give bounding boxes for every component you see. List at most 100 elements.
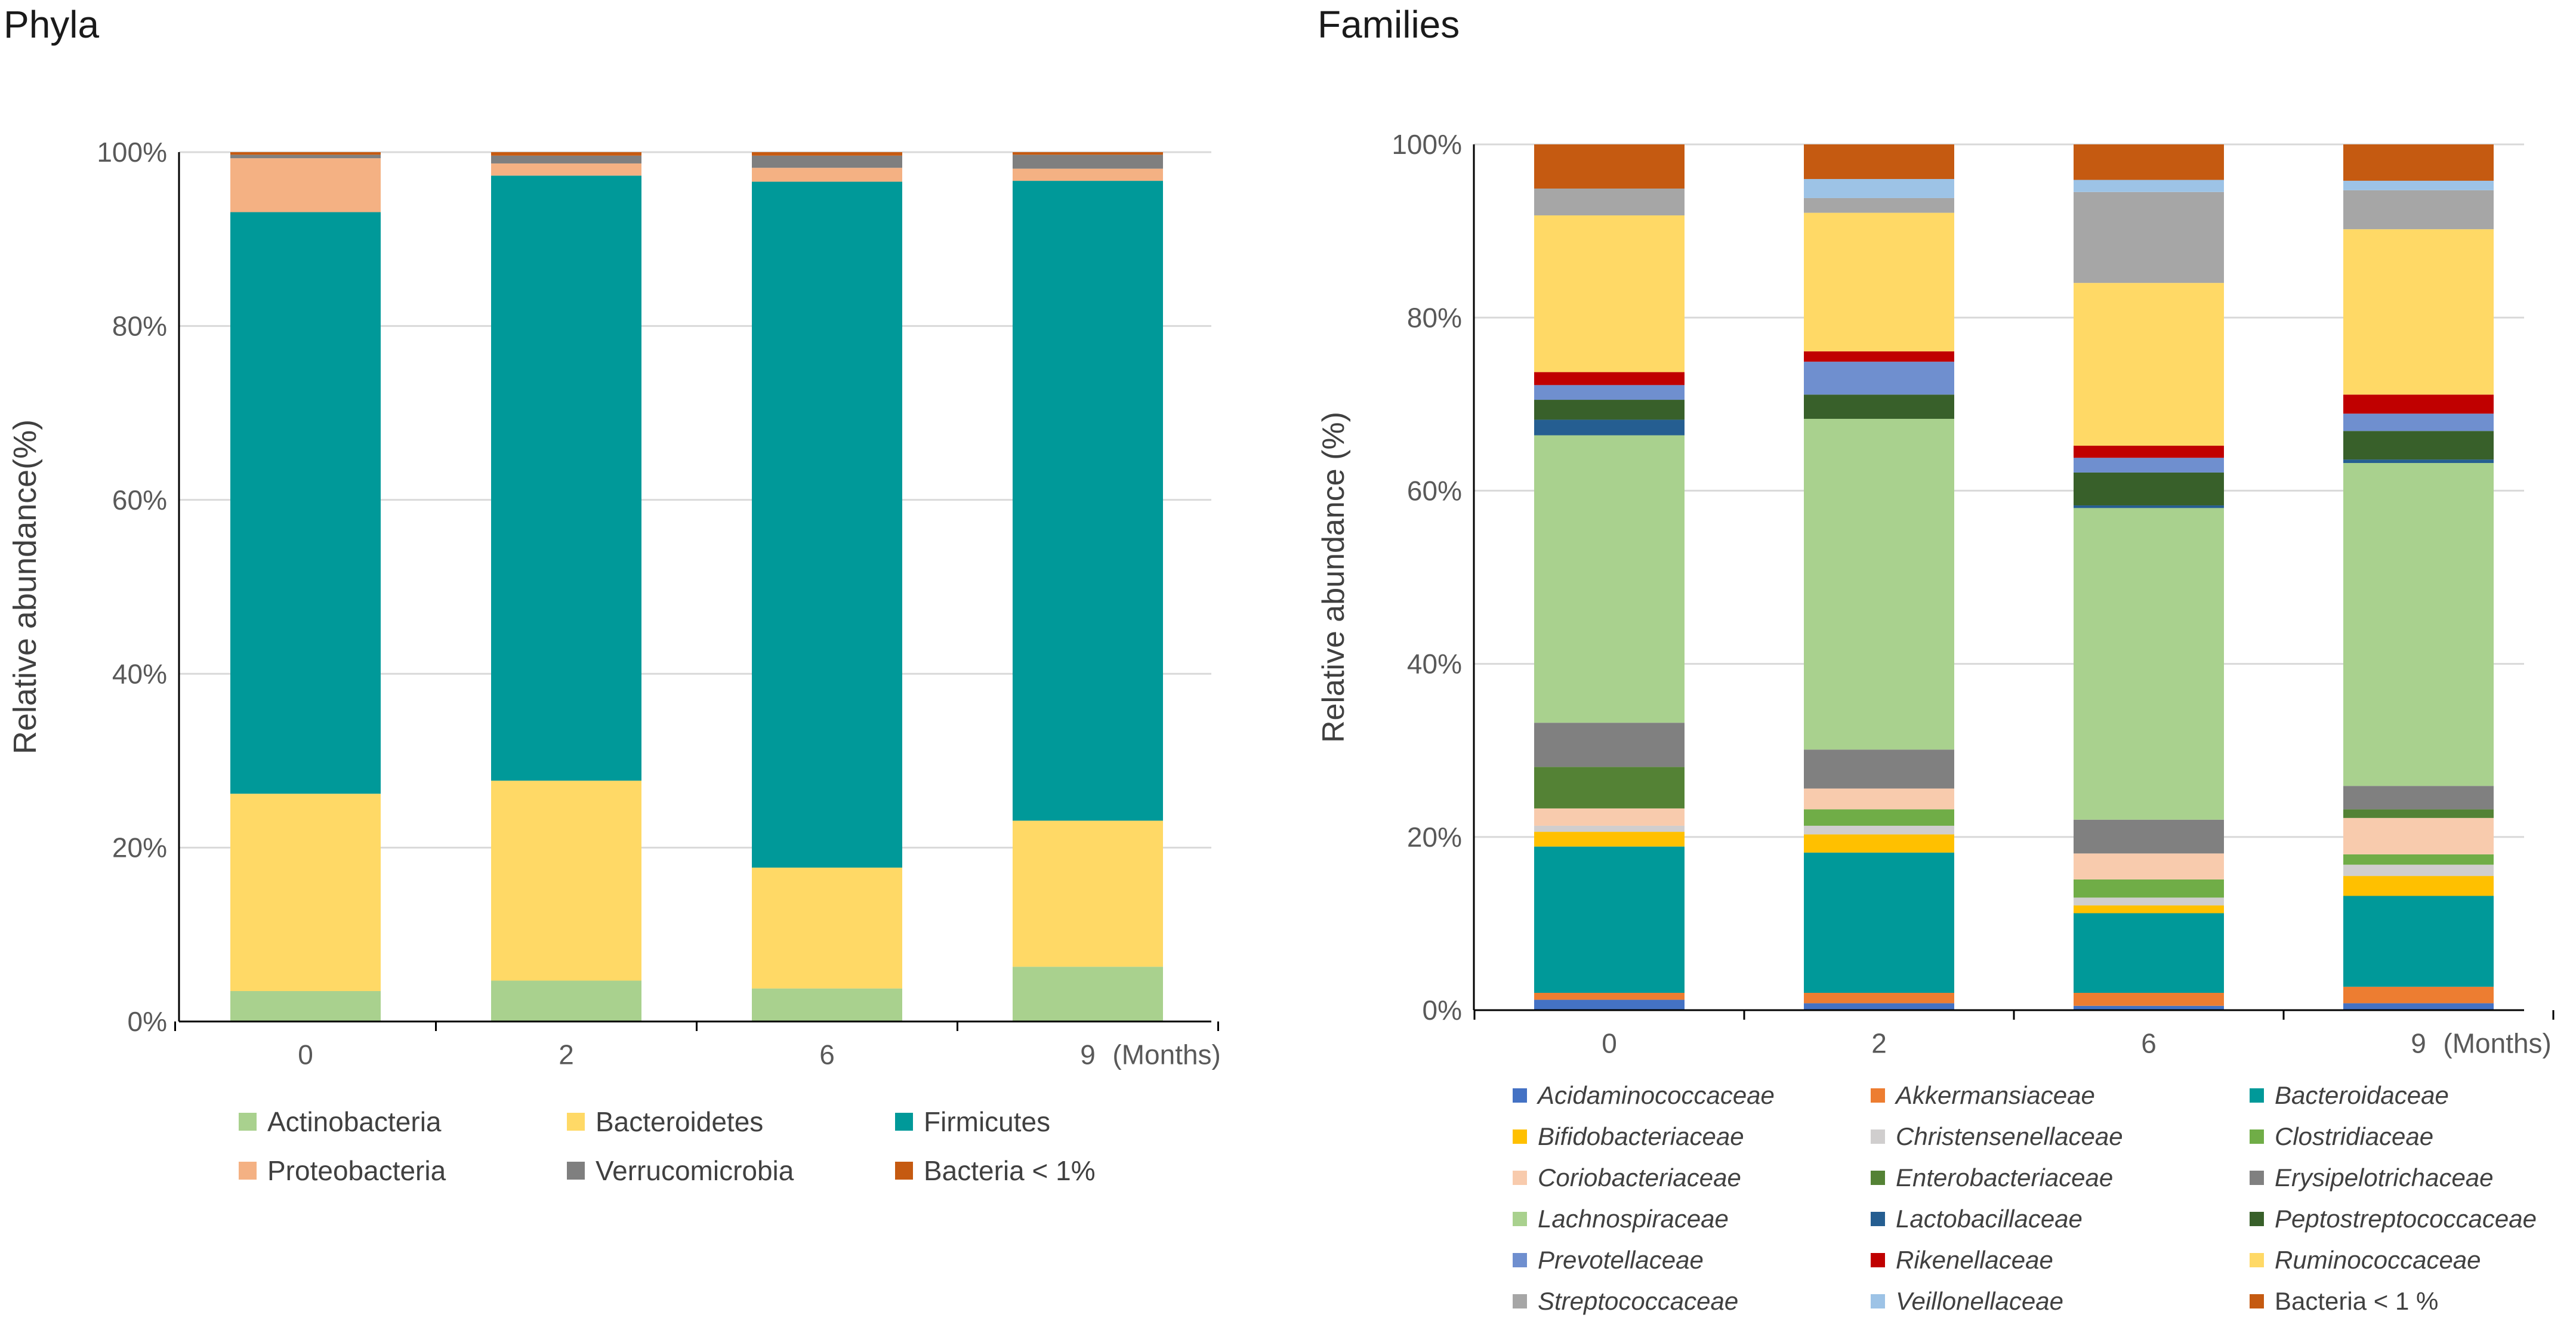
y-tick-label: 60%: [112, 484, 167, 516]
legend-item-coriobacteriaceae: Coriobacteriaceae: [1513, 1163, 1741, 1192]
bar-segment-bacteroidaceae-6: [2074, 913, 2224, 993]
legend-label: Rikenellaceae: [1896, 1246, 2053, 1274]
bar-segment-verrucomicrobia-6: [752, 155, 902, 168]
bar-segment-actinobacteria-9: [1013, 967, 1163, 1021]
legend-swatch: [2250, 1212, 2264, 1226]
legend-item-lachnospiraceae: Lachnospiraceae: [1513, 1205, 1729, 1233]
bar-segment-christensenellaceae-9: [2343, 865, 2494, 877]
bar-segment-coriobacteriaceae-0: [1534, 808, 1685, 826]
bar-segment-peptostreptococcaceae-2: [1804, 394, 1954, 419]
bar-segment-erysipelotrichaceae-2: [1804, 749, 1954, 789]
legend-swatch: [1871, 1253, 1885, 1267]
legend-swatch: [1871, 1088, 1885, 1103]
legend-swatch: [895, 1113, 913, 1131]
y-tick-label: 0%: [128, 1006, 167, 1037]
bar-segment-akkermansiaceae-6: [2074, 992, 2224, 1006]
bar-segment-verrucomicrobia-9: [1013, 155, 1163, 169]
bar-segment-bifidobacteriaceae-2: [1804, 834, 1954, 853]
legend-swatch: [2250, 1294, 2264, 1308]
legend-item-firmicutes: Firmicutes: [895, 1106, 1050, 1138]
bar-segment-bacteroidaceae-9: [2343, 896, 2494, 987]
y-tick-label: 40%: [112, 658, 167, 689]
legend-item-bacteria-1: Bacteria < 1 %: [2250, 1287, 2438, 1316]
bar-segment-erysipelotrichaceae-0: [1534, 723, 1685, 767]
legend-label: Verrucomicrobia: [596, 1155, 794, 1186]
legend-label: Streptococcaceae: [1538, 1287, 1739, 1315]
legend-swatch: [1871, 1294, 1885, 1308]
bar-segment-christensenellaceae-2: [1804, 825, 1954, 835]
legend-label: Bacteria < 1%: [924, 1155, 1096, 1186]
bar-segment-prevotellaceae-0: [1534, 385, 1685, 400]
bar-segment-rikenellaceae-6: [2074, 445, 2224, 458]
bar-segment-acidaminococcaceae-2: [1804, 1003, 1954, 1010]
phyla-chart-panel: Phyla 0% 20% 40% 60% 80% 100% 0 2 6 9 (Months) Rela…: [0, 0, 1283, 1324]
bar-segment-actinobacteria-2: [491, 980, 641, 1021]
legend-swatch: [2250, 1171, 2264, 1185]
bar-segment-ruminococcaceae-9: [2343, 229, 2494, 395]
legend-item-prevotellaceae: Prevotellaceae: [1513, 1246, 1704, 1274]
legend-label: Coriobacteriaceae: [1538, 1163, 1741, 1192]
x-tick-label: 6: [819, 1039, 835, 1070]
legend-label: Lactobacillaceae: [1896, 1205, 2083, 1233]
bar-segment-rikenellaceae-0: [1534, 372, 1685, 385]
y-tick-label: 40%: [1407, 649, 1462, 680]
legend-item-bacteroidetes: Bacteroidetes: [567, 1106, 763, 1138]
bar-segment-coriobacteriaceae-6: [2074, 853, 2224, 879]
bar-segment-streptococcaceae-0: [1534, 189, 1685, 215]
bar-segment-bifidobacteriaceae-9: [2343, 876, 2494, 896]
bar-segment-actinobacteria-6: [752, 988, 902, 1021]
legend-item-peptostreptococcaceae: Peptostreptococcaceae: [2250, 1205, 2537, 1233]
legend-swatch: [1513, 1212, 1527, 1226]
bar-segment-streptococcaceae-6: [2074, 192, 2224, 283]
bar-segment-erysipelotrichaceae-9: [2343, 786, 2494, 810]
legend-label: Bacteria < 1 %: [2275, 1287, 2439, 1315]
bar-segment-verrucomicrobia-2: [491, 155, 641, 163]
legend-swatch: [567, 1113, 585, 1131]
legend-item-verrucomicrobia: Verrucomicrobia: [567, 1155, 794, 1187]
legend-swatch: [2250, 1129, 2264, 1144]
bar-segment-proteobacteria-6: [752, 168, 902, 182]
y-tick-label: 100%: [1392, 129, 1462, 160]
legend-label: Actinobacteria: [267, 1106, 442, 1137]
legend-item-bacteroidaceae: Bacteroidaceae: [2250, 1081, 2449, 1110]
bar-segment-akkermansiaceae-9: [2343, 986, 2494, 1004]
legend-item-proteobacteria: Proteobacteria: [239, 1155, 446, 1187]
legend-label: Peptostreptococcaceae: [2275, 1205, 2537, 1233]
bar-segment-streptococcaceae-9: [2343, 190, 2494, 230]
bar-segment-verrucomicrobia-0: [230, 155, 381, 159]
bar-segment-clostridiaceae-2: [1804, 809, 1954, 826]
bar-segment-peptostreptococcaceae-9: [2343, 431, 2494, 460]
legend-label: Bifidobacteriaceae: [1538, 1122, 1744, 1150]
bar-segment-lactobacillaceae-6: [2074, 505, 2224, 508]
bar-segment-streptococcaceae-2: [1804, 197, 1954, 213]
legend-swatch: [1871, 1212, 1885, 1226]
legend-label: Acidaminococcaceae: [1538, 1081, 1775, 1109]
bar-segment-bifidobacteriaceae-0: [1534, 832, 1685, 847]
bar-segment-akkermansiaceae-0: [1534, 992, 1685, 1000]
legend-label: Lachnospiraceae: [1538, 1205, 1729, 1233]
legend-label: Christensenellaceae: [1896, 1122, 2123, 1150]
x-tick-label: 2: [559, 1039, 574, 1070]
legend-label: Proteobacteria: [267, 1155, 446, 1186]
bar-segment-lachnospiraceae-9: [2343, 462, 2494, 786]
bar-segment-bacteroidaceae-0: [1534, 846, 1685, 993]
bar-segment-bacteria-1-0: [230, 152, 381, 155]
x-tick-label: 0: [1602, 1027, 1617, 1058]
bar-segment-ruminococcaceae-6: [2074, 283, 2224, 446]
y-axis-title: Relative abundance(%): [7, 419, 43, 754]
bar-segment-bacteria-1-2: [491, 152, 641, 156]
bar-segment-clostridiaceae-6: [2074, 879, 2224, 898]
legend-item-erysipelotrichaceae: Erysipelotrichaceae: [2250, 1163, 2494, 1192]
legend-label: Veillonellaceae: [1896, 1287, 2063, 1315]
bar-segment-bacteria-1-0: [1534, 144, 1685, 189]
bar-segment-acidaminococcaceae-9: [2343, 1003, 2494, 1010]
bar-segment-bacteroidetes-0: [230, 794, 381, 992]
x-axis-label: (Months): [1112, 1039, 1220, 1070]
legend-label: Akkermansiaceae: [1896, 1081, 2095, 1109]
y-axis-title: Relative abundance (%): [1316, 412, 1351, 743]
bar-segment-lachnospiraceae-6: [2074, 508, 2224, 820]
bar-segment-veillonellaceae-9: [2343, 180, 2494, 190]
phyla-chart-title: Phyla: [4, 3, 100, 46]
y-tick-label: 0%: [1423, 995, 1462, 1026]
bar-segment-enterobacteriaceae-9: [2343, 809, 2494, 818]
